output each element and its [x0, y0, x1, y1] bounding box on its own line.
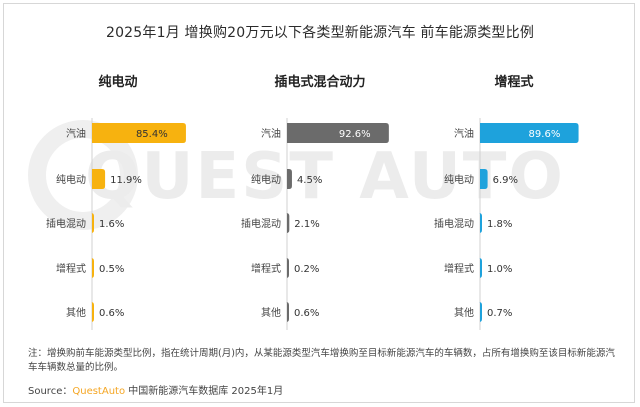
category-label: 汽油	[66, 127, 86, 140]
value-label: 0.5%	[99, 264, 124, 275]
bar	[286, 213, 290, 233]
category-label: 纯电动	[56, 173, 86, 186]
category-label: 纯电动	[444, 173, 474, 186]
bar	[92, 169, 106, 189]
bar	[92, 123, 186, 143]
bar	[479, 302, 482, 322]
value-label: 11.9%	[110, 175, 142, 186]
bar	[286, 258, 289, 278]
chart-frame	[3, 3, 635, 403]
chart-title: 2025年1月 增换购20万元以下各类型新能源汽车 前车能源类型比例	[105, 25, 535, 41]
source-suffix: 中国新能源汽车数据库 2025年1月	[125, 386, 284, 397]
value-label: 0.2%	[294, 264, 319, 275]
bar	[480, 123, 579, 143]
source-brand: QuestAuto	[72, 386, 126, 397]
value-label: 1.8%	[487, 219, 512, 230]
category-label: 其他	[66, 306, 86, 319]
category-label: 插电混动	[434, 217, 474, 230]
source-line: Source：QuestAuto 中国新能源汽车数据库 2025年1月	[28, 382, 283, 397]
value-label: 0.7%	[487, 308, 512, 319]
footnote: 注：增换购前车能源类型比例，指在统计周期(月)内，从某能源类型汽车增换购至目标新…	[28, 348, 615, 373]
value-label: 89.6%	[529, 129, 561, 140]
value-label: 6.9%	[493, 175, 518, 186]
bar	[479, 258, 482, 278]
category-label: 纯电动	[251, 173, 281, 186]
bar	[287, 169, 292, 189]
bar	[287, 123, 389, 143]
category-label: 增程式	[444, 262, 474, 275]
bar	[479, 213, 482, 233]
bar	[91, 258, 94, 278]
value-label: 1.6%	[99, 219, 124, 230]
panel-title: 插电式混合动力	[274, 74, 365, 90]
bar	[91, 302, 94, 322]
value-label: 85.4%	[136, 129, 168, 140]
value-label: 1.0%	[487, 264, 512, 275]
source-prefix: Source：	[28, 386, 73, 397]
category-label: 汽油	[454, 127, 474, 140]
value-label: 0.6%	[294, 308, 319, 319]
bar	[480, 169, 488, 189]
category-label: 增程式	[251, 262, 281, 275]
category-label: 汽油	[261, 127, 281, 140]
value-label: 2.1%	[294, 219, 319, 230]
value-label: 0.6%	[99, 308, 124, 319]
category-label: 插电混动	[241, 217, 281, 230]
category-label: 其他	[454, 306, 474, 319]
category-label: 插电混动	[46, 217, 86, 230]
bar	[286, 302, 289, 322]
value-label: 92.6%	[339, 129, 371, 140]
panel-title: 纯电动	[98, 74, 137, 90]
bar	[91, 213, 94, 233]
category-label: 增程式	[56, 262, 86, 275]
category-label: 其他	[261, 306, 281, 319]
panel-title: 增程式	[494, 74, 533, 90]
value-label: 4.5%	[297, 175, 322, 186]
